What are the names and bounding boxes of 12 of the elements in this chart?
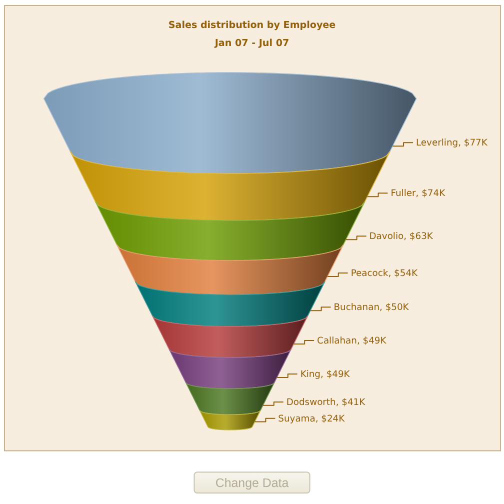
data-label: Suyama, $24K xyxy=(278,413,346,424)
data-label: Dodsworth, $41K xyxy=(286,396,366,408)
data-label: Davolio, $63K xyxy=(369,231,434,242)
text: Jan 07 - Jul 07 xyxy=(214,38,290,49)
data-label: King, $49K xyxy=(300,368,351,380)
data-label: Callahan, $49K xyxy=(317,336,388,347)
text: Change Data xyxy=(215,476,289,490)
data-label: Fuller, $74K xyxy=(390,188,446,200)
data-label: Peacock, $54K xyxy=(350,268,419,279)
data-label: Leverling, $77K xyxy=(416,138,488,149)
text: Sales distribution by Employee xyxy=(168,20,336,31)
data-label: Buchanan, $50K xyxy=(334,302,410,314)
